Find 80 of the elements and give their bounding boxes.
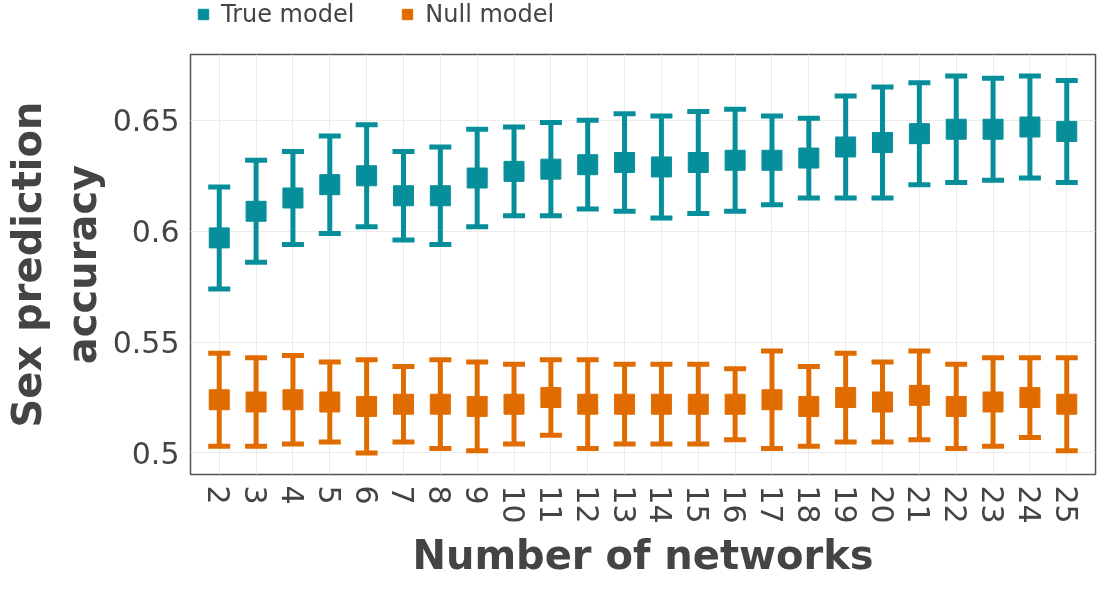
point [761, 149, 783, 171]
y-tick-label: 0.65 [112, 103, 180, 139]
x-tick-label: 9 [459, 485, 495, 505]
point [724, 393, 746, 415]
x-tick-label: 20 [864, 485, 900, 524]
point [429, 185, 451, 207]
y-tick-label: 0.55 [112, 325, 180, 361]
point [945, 395, 967, 417]
point [650, 156, 672, 178]
point [982, 118, 1004, 140]
legend-label: Null model [425, 0, 555, 28]
point [1019, 116, 1041, 138]
x-tick-label: 19 [827, 485, 863, 524]
point [687, 393, 709, 415]
x-tick-label: 12 [569, 485, 605, 524]
y-axis-title: Sex prediction accuracy [3, 101, 105, 428]
x-tick-label: 15 [680, 485, 716, 524]
point [577, 154, 599, 176]
point [798, 147, 820, 169]
point [356, 165, 378, 187]
x-tick-label: 16 [717, 485, 753, 524]
point [872, 391, 894, 413]
point [577, 393, 599, 415]
x-tick-label: 25 [1048, 485, 1084, 524]
x-tick-label: 2 [201, 485, 237, 505]
x-tick-label: 3 [238, 485, 274, 505]
legend-label: True model [221, 0, 355, 28]
point [466, 167, 488, 189]
x-tick-label: 18 [790, 485, 826, 524]
x-tick-label: 10 [496, 485, 532, 524]
point [466, 395, 488, 417]
point [1019, 387, 1041, 409]
point [650, 393, 672, 415]
point [282, 389, 304, 411]
point [245, 391, 267, 413]
point [540, 387, 562, 409]
x-tick-label: 7 [385, 485, 421, 505]
point [945, 118, 967, 140]
x-tick-label: 6 [348, 485, 384, 505]
y-tick-label: 0.5 [131, 435, 180, 471]
point [208, 227, 230, 249]
point [282, 187, 304, 209]
x-tick-label: 5 [311, 485, 347, 505]
point [503, 160, 525, 182]
point [908, 123, 930, 145]
point [429, 393, 451, 415]
point [356, 395, 378, 417]
point [1056, 393, 1078, 415]
point [540, 158, 562, 180]
point [761, 389, 783, 411]
point [208, 389, 230, 411]
x-tick-label: 11 [532, 485, 568, 524]
point [319, 174, 341, 196]
point [503, 393, 525, 415]
point [319, 391, 341, 413]
x-tick-label: 21 [901, 485, 937, 524]
point [392, 185, 414, 207]
point [687, 151, 709, 173]
x-tick-label: 22 [938, 485, 974, 524]
point [982, 391, 1004, 413]
x-tick-label: 17 [753, 485, 789, 524]
x-tick-label: 4 [274, 485, 310, 505]
x-axis-title: Number of networks [412, 531, 874, 578]
point [392, 393, 414, 415]
point [872, 132, 894, 154]
point [835, 136, 857, 158]
point [798, 395, 820, 417]
point [724, 149, 746, 171]
point [1056, 120, 1078, 142]
x-tick-label: 13 [606, 485, 642, 524]
y-tick-label: 0.6 [131, 214, 180, 250]
point [614, 393, 636, 415]
x-tick-label: 24 [1011, 485, 1047, 524]
x-tick-label: 8 [422, 485, 458, 505]
point [245, 200, 267, 222]
point [835, 387, 857, 409]
point [908, 384, 930, 406]
x-tick-label: 14 [643, 485, 679, 524]
point [614, 151, 636, 173]
x-tick-label: 23 [975, 485, 1011, 524]
